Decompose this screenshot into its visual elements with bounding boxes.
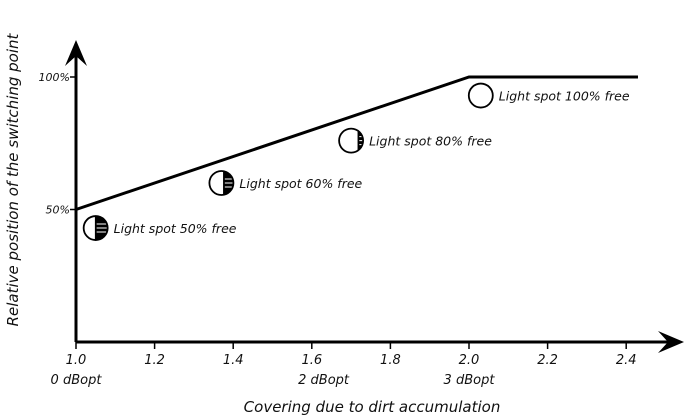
x-tick-label: 1.0 [66,353,87,368]
light-spot-icon [338,127,365,154]
series-line [75,75,638,211]
annotations: Light spot 50% free Light spot 60% free Li… [82,82,630,241]
axes [65,40,684,353]
x-ticks: 1.0 1.2 1.4 1.6 1.8 2.0 2.2 2.4 [66,342,637,368]
light-spot-label: Light spot 60% free [239,176,362,191]
x-tick-label: 2.0 [459,353,480,368]
x-sub-tick-label: 0 dBopt [51,373,103,388]
light-spot-label: Light spot 50% free [114,221,237,236]
x-tick-label: 1.8 [380,353,401,368]
light-spot-icon [467,82,494,109]
x-tick-label: 1.2 [144,353,165,368]
light-spot-label: Light spot 100% free [499,89,630,104]
x-axis-title: Covering due to dirt accumulation [244,398,501,416]
y-ticks: 50% 100% [39,71,76,217]
x-tick-label: 1.6 [301,353,322,368]
x-sub-tick-label: 3 dBopt [444,373,496,388]
light-spot-icon [208,170,235,196]
light-spot-icon [82,215,109,241]
x-axis-arrow [658,331,684,353]
x-tick-label: 1.4 [223,353,244,368]
light-spot-label: Light spot 80% free [369,134,492,149]
y-tick-label: 100% [39,71,70,84]
series [75,75,638,211]
x-sub-tick-label: 2 dBopt [298,373,350,388]
y-tick-label: 50% [46,204,70,217]
y-axis-title: Relative position of the switching point [4,32,22,326]
x-sub-ticks: 0 dBopt 2 dBopt 3 dBopt [51,373,496,388]
y-axis-arrow [65,40,87,66]
x-tick-label: 2.2 [537,353,558,368]
x-tick-label: 2.4 [616,353,637,368]
